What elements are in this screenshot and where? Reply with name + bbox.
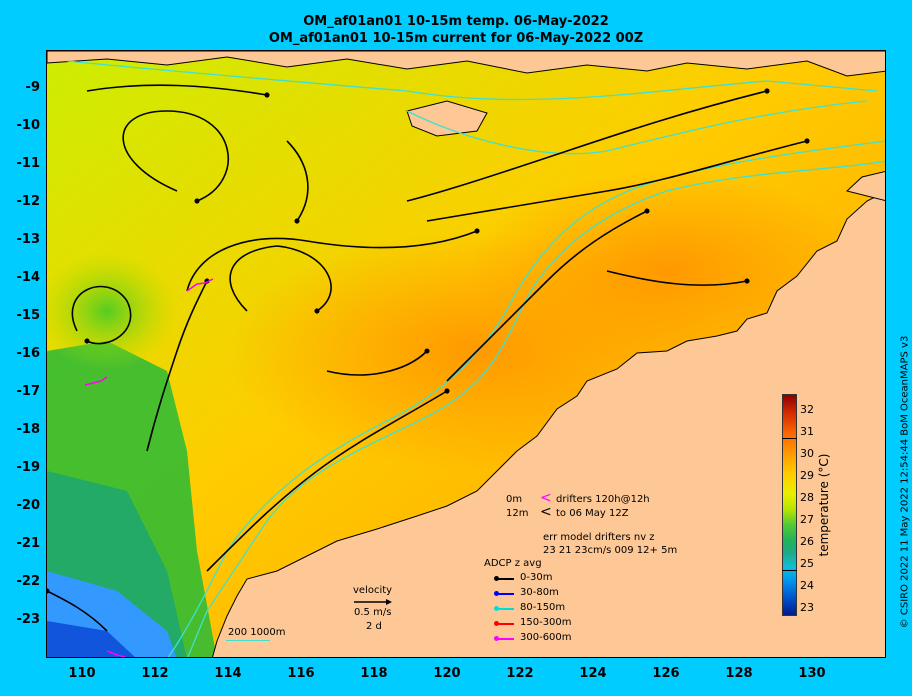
y-tick-label: -22 [16, 574, 41, 589]
colorbar-tick: 29 [800, 469, 814, 482]
colorbar-tick: 23 [800, 601, 814, 614]
adcp-swatch-icon [496, 578, 514, 580]
adcp-swatch-icon [496, 638, 514, 640]
isobath-line [406, 100, 868, 155]
drifter-track [186, 278, 214, 292]
northern-land [47, 51, 885, 77]
velocity-scale: 0.5 m/s [354, 607, 392, 618]
x-tick-label: 118 [360, 666, 388, 681]
adcp-swatch-icon [496, 593, 514, 595]
adcp-swatch-dot [494, 621, 499, 626]
x-tick-label: 114 [214, 666, 242, 681]
x-tick-label: 124 [579, 666, 607, 681]
colorbar-tick: 27 [800, 513, 814, 526]
adcp-swatch-dot [494, 606, 499, 611]
current-streamlines [47, 84, 810, 632]
y-tick-label: -12 [16, 194, 41, 209]
y-tick-label: -11 [16, 156, 41, 171]
isobath-legend-swatch [226, 640, 270, 641]
x-tick-label: 116 [287, 666, 315, 681]
sea-temperature-map [46, 50, 886, 658]
adcp-swatch-dot [494, 576, 499, 581]
x-tick-label: 110 [68, 666, 96, 681]
x-tick-label: 128 [725, 666, 753, 681]
drifter-depth-12m: 12m [506, 508, 529, 519]
colorbar-tick: 24 [800, 579, 814, 592]
y-tick-label: -9 [25, 80, 40, 95]
colorbar-tick: 32 [800, 403, 814, 416]
drifter-error-values: 23 21 23cm/s 009 12+ 5m [543, 545, 678, 556]
x-tick-label: 120 [433, 666, 461, 681]
y-tick-label: -10 [16, 118, 41, 133]
adcp-legend-label: 300-600m [520, 632, 572, 643]
y-tick-label: -15 [16, 308, 41, 323]
adcp-legend-title: ADCP z avg [484, 558, 542, 569]
y-tick-label: -13 [16, 232, 41, 247]
adcp-swatch-dot [494, 591, 499, 596]
colorbar-title: temperature (°C) [817, 453, 831, 557]
adcp-swatch-icon [496, 623, 514, 625]
cold-water-region [47, 621, 135, 657]
colorbar-divider [782, 438, 797, 439]
x-tick-label: 112 [141, 666, 169, 681]
colorbar-divider [782, 570, 797, 571]
adcp-legend-label: 30-80m [520, 587, 559, 598]
adcp-legend-label: 80-150m [520, 602, 566, 613]
isobath-line [187, 160, 885, 657]
y-tick-label: -19 [16, 460, 41, 475]
adcp-swatch-icon [496, 608, 514, 610]
colorbar-tick: 30 [800, 447, 814, 460]
y-tick-label: -16 [16, 346, 41, 361]
isobath-legend: 200 1000m [228, 627, 286, 638]
x-tick-label: 130 [798, 666, 826, 681]
velocity-arrow-icon [354, 599, 392, 605]
adcp-legend-label: 0-30m [520, 572, 553, 583]
y-tick-label: -17 [16, 384, 41, 399]
map-canvas [47, 51, 885, 657]
x-tick-label: 122 [506, 666, 534, 681]
drifter-legend-text: drifters 120h@12h [556, 494, 650, 505]
adcp-swatch-dot [494, 636, 499, 641]
y-tick-label: -21 [16, 536, 41, 551]
adcp-legend-label: 150-300m [520, 617, 572, 628]
map-title: OM_af01an01 10-15m temp. 06-May-2022 [303, 14, 609, 29]
island [406, 100, 488, 137]
map-subtitle: OM_af01an01 10-15m current for 06-May-20… [268, 31, 644, 46]
cool-eddy [47, 251, 177, 371]
drifter-track [84, 376, 108, 386]
drifter-error-header: err model drifters nv z [543, 532, 655, 543]
colorbar-tick: 28 [800, 491, 814, 504]
colorbar-tick: 26 [800, 535, 814, 548]
drifter-marker-icon: < [540, 504, 552, 520]
colorbar-tick: 31 [800, 425, 814, 438]
drifter-legend-text: to 06 May 12Z [556, 508, 629, 519]
isobath-line [66, 60, 878, 101]
temperature-colorbar [782, 394, 797, 616]
velocity-legend-title: velocity [353, 585, 393, 596]
australian-mainland [212, 191, 885, 657]
drifter-track [106, 650, 126, 657]
drifter-marker-icon: < [540, 490, 552, 506]
land-headland [845, 170, 885, 202]
y-tick-label: -23 [16, 612, 41, 627]
drifter-depth-0m: 0m [506, 494, 523, 505]
y-tick-label: -18 [16, 422, 41, 437]
velocity-duration: 2 d [366, 621, 382, 632]
y-tick-label: -14 [16, 270, 41, 285]
y-tick-label: -20 [16, 498, 41, 513]
credit-line: © CSIRO 2022 11 May 2022 12:54:44 BoM Oc… [899, 335, 911, 629]
x-tick-label: 126 [652, 666, 680, 681]
colorbar-tick: 25 [800, 557, 814, 570]
